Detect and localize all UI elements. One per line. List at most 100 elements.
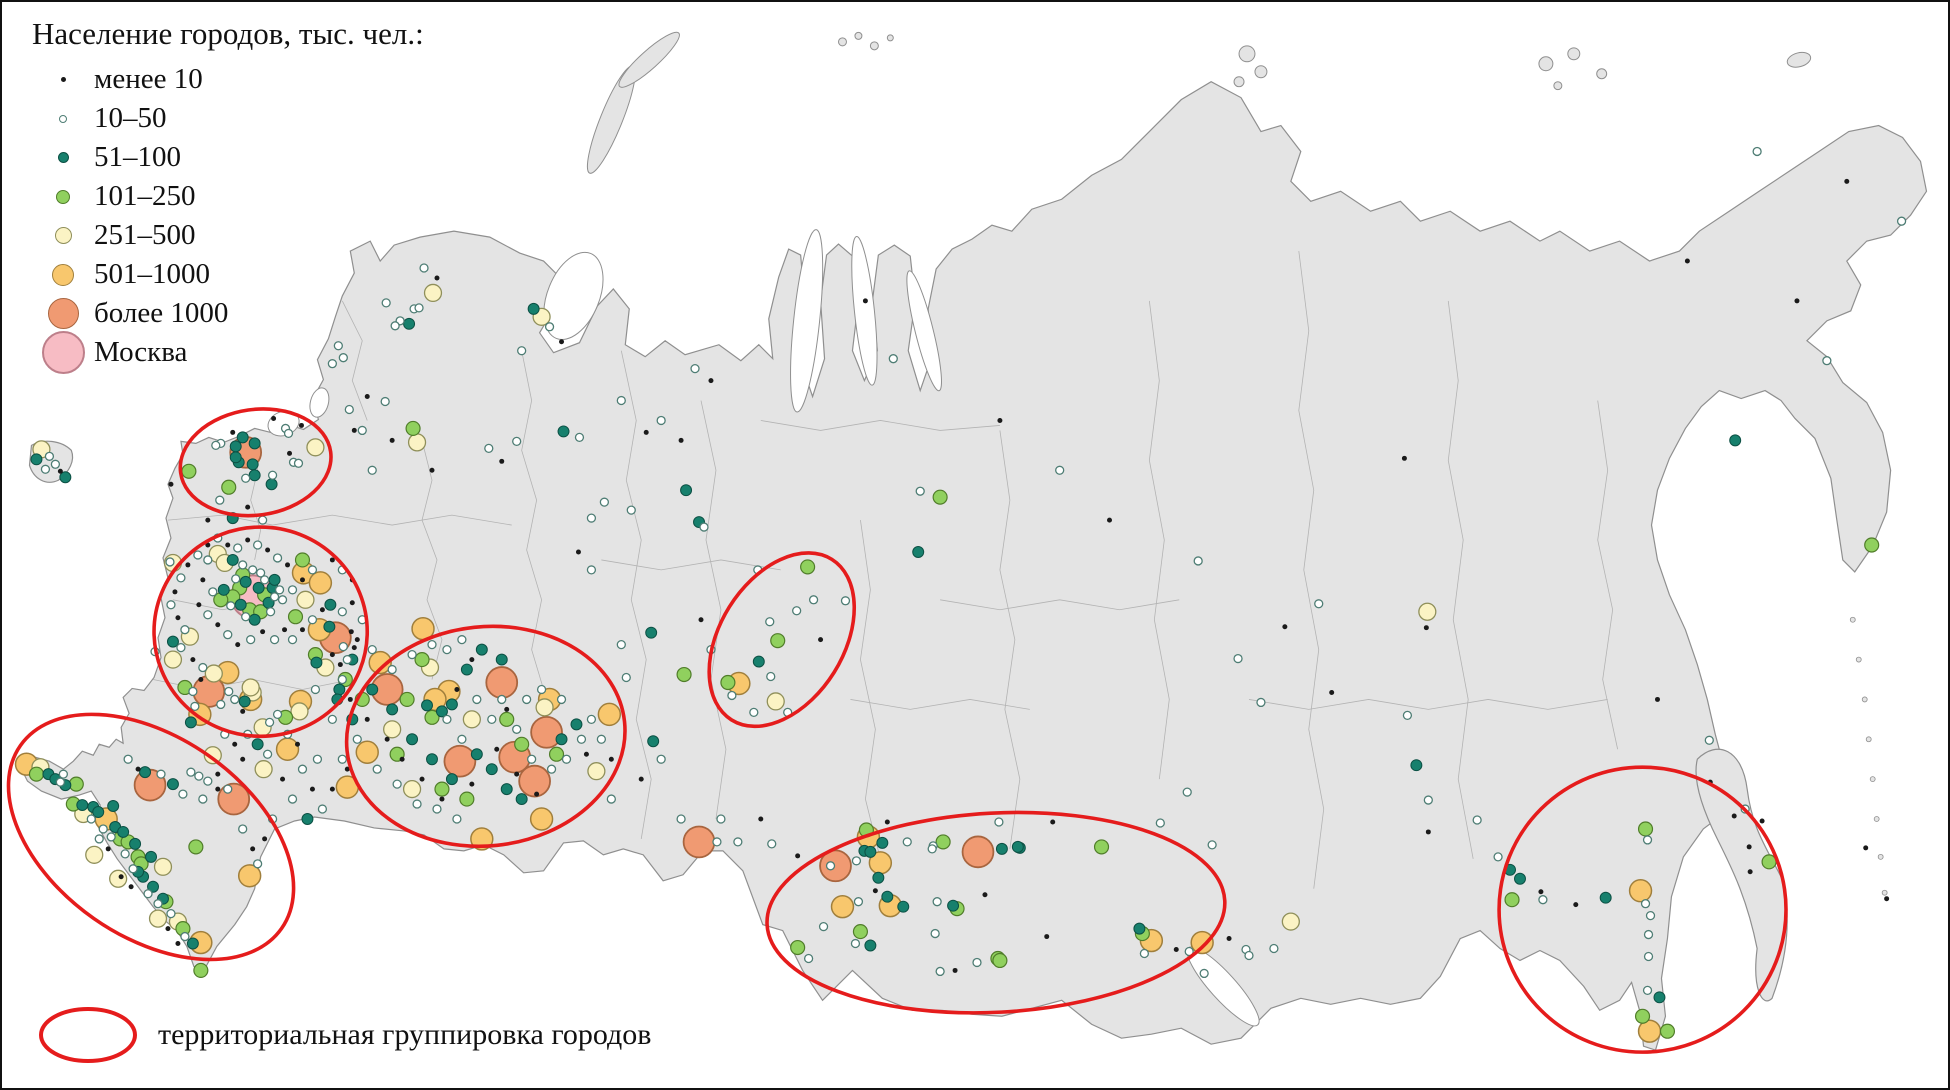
city-dot-c1 <box>1226 936 1232 942</box>
city-dot-c3 <box>107 800 120 813</box>
city-dot-c1 <box>168 481 174 487</box>
city-dot-c2 <box>888 354 898 364</box>
city-dot-c2 <box>215 495 225 505</box>
city-dot-c2 <box>337 607 347 617</box>
city-dot-c6 <box>1628 879 1653 903</box>
legend-item-label: Москва <box>94 336 188 368</box>
legend-item: менее 10 <box>32 60 424 99</box>
city-dot-c2 <box>333 341 343 351</box>
city-dot-c1 <box>818 637 824 643</box>
city-dot-c1 <box>299 577 305 583</box>
legend-item-label: 10–50 <box>94 102 167 134</box>
city-dot-c2 <box>317 804 328 814</box>
city-dot-c3 <box>460 663 473 676</box>
city-dot-c3 <box>1599 891 1612 904</box>
city-dot-c1 <box>514 771 520 777</box>
city-dot-c2 <box>342 654 352 665</box>
city-dot-c1 <box>198 677 204 682</box>
city-dot-c2 <box>850 938 861 949</box>
city-dot-c1 <box>1425 829 1431 835</box>
city-dot-c1 <box>1107 517 1112 523</box>
city-dot-c2 <box>935 966 945 977</box>
city-dot-c1 <box>329 652 335 658</box>
city-dot-c6 <box>529 807 554 831</box>
city-dot-c3 <box>680 484 693 497</box>
city-dot-c1 <box>351 427 357 433</box>
city-dot-c1 <box>215 786 221 792</box>
city-dot-c1 <box>205 542 211 548</box>
city-dot-c4 <box>499 711 515 727</box>
city-dot-c2 <box>58 769 68 779</box>
city-dot-c2 <box>1896 216 1907 226</box>
city-dot-c3 <box>246 458 259 471</box>
city-dot-c4 <box>770 633 786 649</box>
city-dot-c2 <box>574 432 585 443</box>
city-dot-c1 <box>349 600 355 606</box>
city-dot-c2 <box>180 625 190 635</box>
city-dot-c2 <box>586 565 597 575</box>
city-dot-c5 <box>241 678 260 697</box>
city-dot-c2 <box>596 734 607 744</box>
city-dot-c1 <box>469 781 475 787</box>
city-dot-c2 <box>825 861 836 871</box>
territorial-grouping-ellipse <box>765 810 1227 1015</box>
city-dot-c2 <box>208 587 218 597</box>
city-dot-c2 <box>616 395 626 406</box>
legend-title: Население городов, тыс. чел.: <box>32 16 424 51</box>
city-dot-c2 <box>712 837 722 847</box>
city-dot-c1 <box>172 589 178 595</box>
city-dot-c1 <box>329 786 335 792</box>
city-dot-c2 <box>186 767 196 777</box>
city-dot-c1 <box>419 776 425 782</box>
city-dot-c2 <box>544 322 555 332</box>
city-dot-c4 <box>932 489 948 505</box>
city-dot-c1 <box>309 786 315 792</box>
swatch-box <box>32 114 94 123</box>
city-dot-c2 <box>851 856 862 866</box>
city-dot-c7 <box>518 764 551 798</box>
city-dot-c3 <box>386 703 399 716</box>
city-dot-c5 <box>383 720 402 739</box>
city-dot-c2 <box>55 777 66 787</box>
legend-item: 251–500 <box>32 216 424 255</box>
city-dot-c1 <box>364 394 370 400</box>
city-dot-c2 <box>414 303 424 313</box>
territorial-grouping-ellipse <box>6 712 296 962</box>
city-dot-c3 <box>145 850 158 863</box>
territorial-grouping-ellipse <box>1497 765 1788 1054</box>
grouping-legend: территориальная группировка городов <box>36 1004 651 1066</box>
city-dot-c2 <box>1182 787 1192 797</box>
city-dot-c2 <box>1423 795 1433 805</box>
city-dot-c1 <box>872 888 878 894</box>
city-dot-c4 <box>287 609 304 625</box>
city-dot-c2 <box>656 754 666 764</box>
swatch-box <box>32 331 94 374</box>
city-dot-c1 <box>298 422 304 428</box>
territorial-grouping-ellipse <box>152 525 370 739</box>
city-dot-c2 <box>1704 735 1714 745</box>
city-dot-c2 <box>994 817 1004 827</box>
city-dot-c4 <box>514 736 530 752</box>
city-dot-c5 <box>462 710 481 729</box>
city-dot-c5 <box>290 702 309 721</box>
city-dot-c2 <box>690 364 700 374</box>
city-dot-c1 <box>1759 818 1765 824</box>
sakhalin-island <box>1695 748 1788 1002</box>
city-dot-c3 <box>515 793 528 806</box>
legend-item: более 1000 <box>32 294 424 333</box>
city-dot-c2 <box>287 794 298 804</box>
city-dot-c2 <box>231 574 241 584</box>
city-dot-c2 <box>656 415 666 426</box>
city-dot-c2 <box>223 630 233 640</box>
dot-51-100-icon <box>57 152 69 163</box>
city-dot-c1 <box>351 645 357 651</box>
city-dot-c1 <box>1538 889 1544 895</box>
legend-item-label: менее 10 <box>94 63 203 95</box>
city-dot-c1 <box>1844 178 1850 184</box>
city-dot-c2 <box>224 686 234 697</box>
city-dot-c1 <box>678 437 684 443</box>
city-dot-c2 <box>427 640 437 650</box>
city-dot-c1 <box>575 549 581 555</box>
city-dot-c1 <box>175 941 181 947</box>
